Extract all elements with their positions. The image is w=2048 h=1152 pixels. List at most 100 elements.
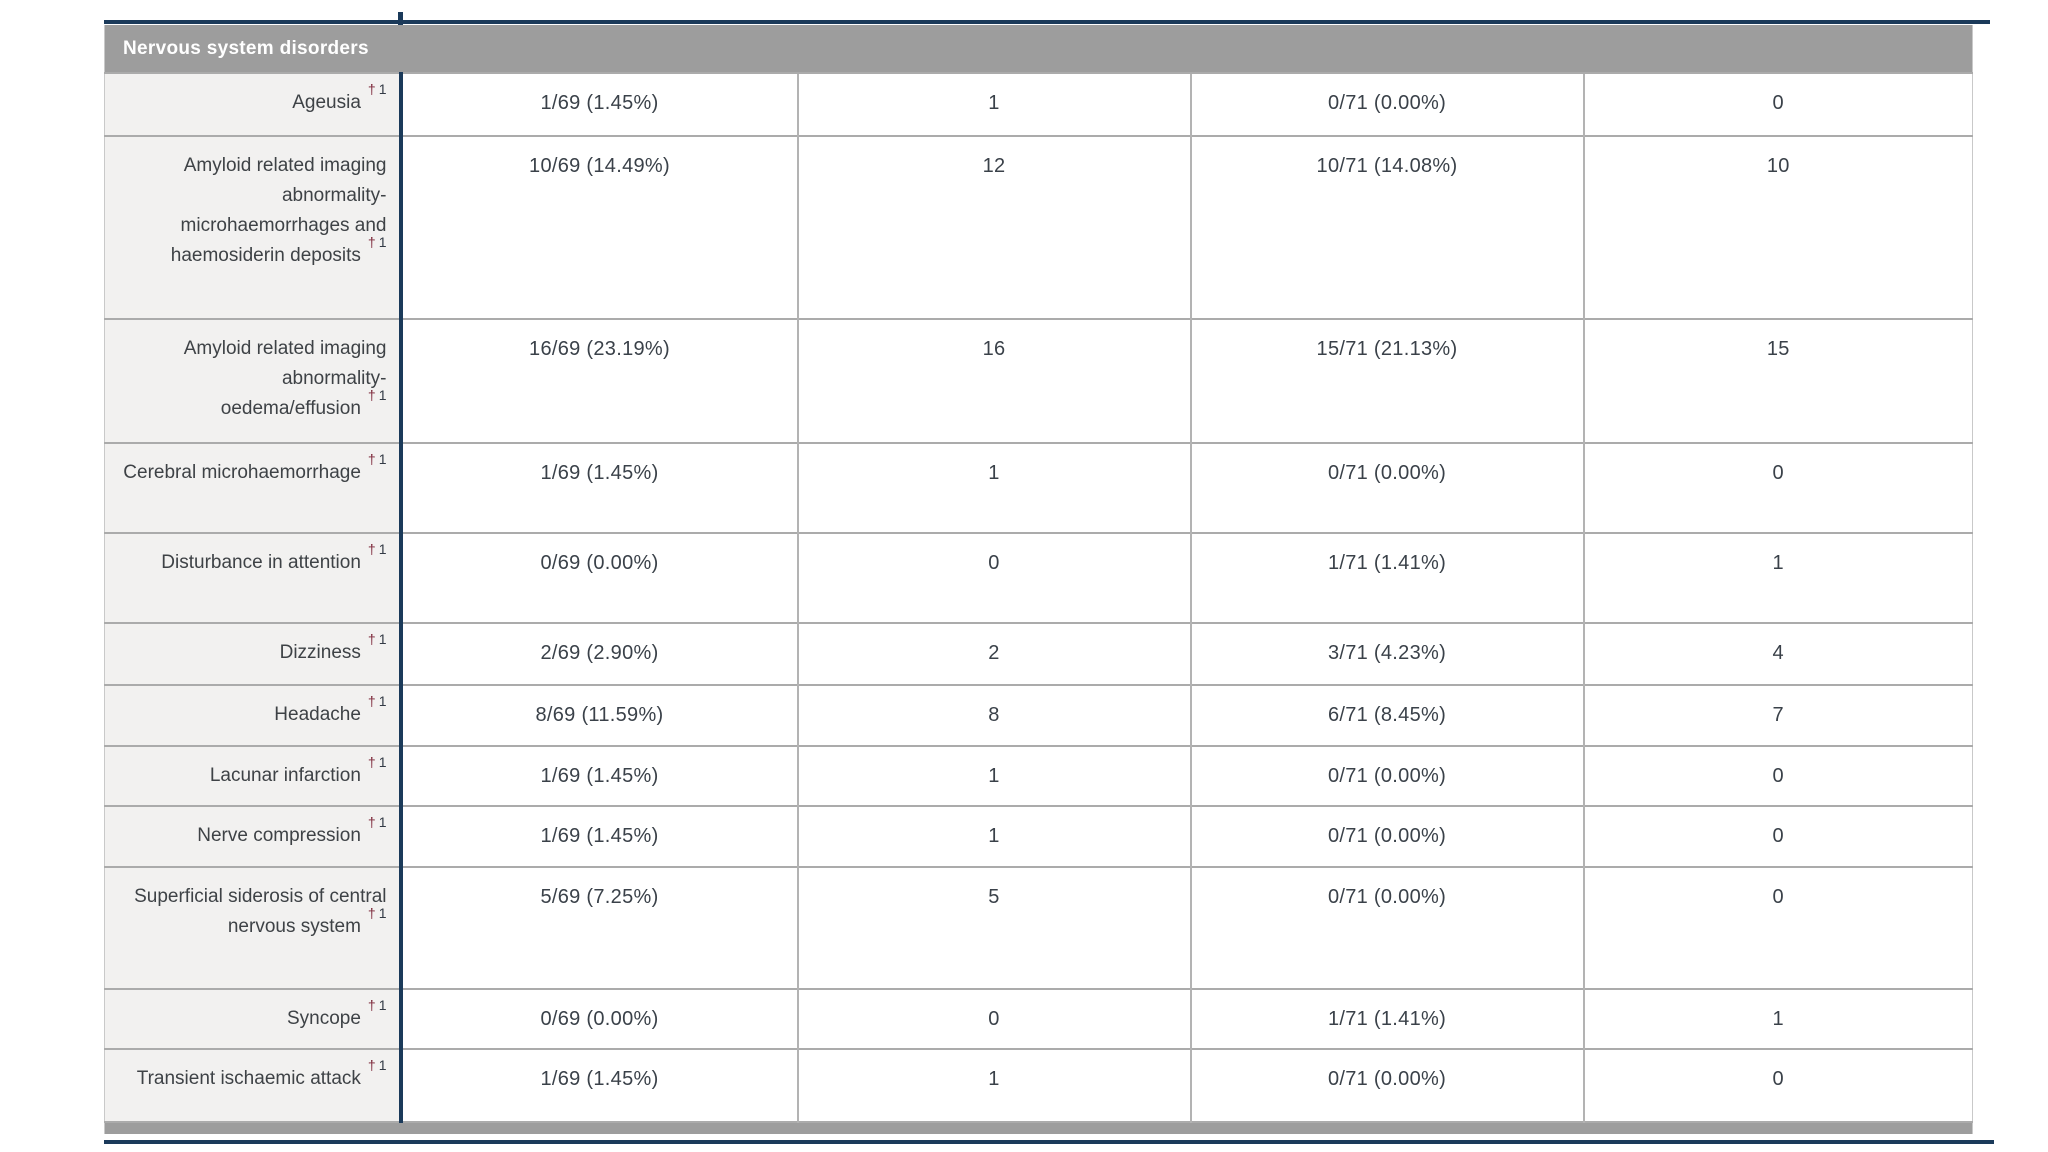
value-cell: 0/71 (0.00%): [1189, 1048, 1584, 1122]
next-section-header-sliver: [104, 1121, 1973, 1134]
row-label: Amyloid related imaging abnormality-micr…: [170, 155, 387, 266]
table-row: Lacunar infarction † 1 1/69 (1.45%) 1 0/71…: [104, 745, 1973, 806]
value-cell: 0/69 (0.00%): [400, 988, 798, 1049]
value-cell: 16/69 (23.19%): [400, 318, 798, 443]
footnote-number: 1: [378, 813, 387, 830]
row-label-cell: Cerebral microhaemorrhage † 1: [104, 442, 403, 533]
value-cell: 1/69 (1.45%): [400, 442, 798, 533]
table-row: Ageusia† 1 1/69 (1.45%) 1 0/71 (0.00%) 0: [104, 72, 1973, 136]
footnote-marker: † 1: [368, 541, 387, 557]
column-divider-tick: [398, 12, 403, 29]
footnote-number: 1: [378, 692, 387, 709]
table-row: Nerve compression† 1 1/69 (1.45%) 1 0/71 …: [104, 805, 1973, 867]
value-cell: 0: [1582, 805, 1973, 867]
footnote-number: 1: [378, 540, 387, 557]
dagger-icon: †: [367, 904, 376, 921]
row-label: Dizziness: [279, 642, 361, 663]
row-label-cell: Nerve compression † 1: [104, 805, 403, 867]
value-cell: 1: [1582, 988, 1973, 1049]
row-label-cell: Ageusia † 1: [104, 72, 403, 136]
value-cell: 1: [796, 1048, 1191, 1122]
value-cell: 1/71 (1.41%): [1189, 532, 1584, 623]
value-cell: 1: [796, 805, 1191, 867]
value-cell: 8: [796, 684, 1191, 746]
section-title: Nervous system disorders: [104, 25, 1973, 73]
footnote-marker: † 1: [368, 1057, 387, 1073]
value-cell: 0/71 (0.00%): [1189, 442, 1584, 533]
row-label-cell: Headache † 1: [104, 684, 403, 746]
table-row: Amyloid related imaging abnormality-oede…: [104, 318, 1973, 443]
value-cell: 1: [796, 72, 1191, 136]
dagger-icon: †: [367, 540, 376, 557]
footnote-marker: † 1: [368, 997, 387, 1013]
value-cell: 0/71 (0.00%): [1189, 745, 1584, 806]
table-row: Syncope† 1 0/69 (0.00%) 0 1/71 (1.41%) 1: [104, 988, 1973, 1049]
dagger-icon: †: [367, 1056, 376, 1073]
dagger-icon: †: [367, 450, 376, 467]
row-label: Superficial siderosis of central nervous…: [134, 886, 387, 937]
row-label: Lacunar infarction: [209, 765, 361, 786]
footnote-marker: † 1: [368, 693, 387, 709]
table-row: Cerebral microhaemorrhage † 1 1/69 (1.45%)…: [104, 442, 1973, 533]
footnote-marker: † 1: [368, 905, 387, 921]
value-cell: 0/71 (0.00%): [1189, 72, 1584, 136]
dagger-icon: †: [367, 233, 376, 250]
footnote-marker: † 1: [368, 754, 387, 770]
value-cell: 4: [1582, 622, 1973, 685]
footnote-number: 1: [378, 233, 387, 250]
table-row: Superficial siderosis of central nervous…: [104, 866, 1973, 989]
section-header-row: Nervous system disorders: [104, 25, 1973, 73]
row-label: Disturbance in attention: [161, 552, 361, 573]
row-label-cell: Syncope † 1: [104, 988, 403, 1049]
value-cell: 0/71 (0.00%): [1189, 866, 1584, 989]
dagger-icon: †: [367, 80, 376, 97]
row-label: Cerebral microhaemorrhage: [123, 462, 361, 483]
value-cell: 7: [1582, 684, 1973, 746]
footnote-marker: † 1: [368, 81, 387, 97]
value-cell: 10/71 (14.08%): [1189, 135, 1584, 319]
row-label-cell: Superficial siderosis of central nervous…: [104, 866, 403, 989]
value-cell: 1: [796, 745, 1191, 806]
value-cell: 1: [796, 442, 1191, 533]
value-cell: 1/69 (1.45%): [400, 1048, 798, 1122]
value-cell: 0: [1582, 72, 1973, 136]
footnote-number: 1: [378, 80, 387, 97]
value-cell: 15/71 (21.13%): [1189, 318, 1584, 443]
value-cell: 0: [1582, 866, 1973, 989]
footnote-number: 1: [378, 1056, 387, 1073]
table-row: Transient ischaemic attack† 1 1/69 (1.45%…: [104, 1048, 1973, 1122]
value-cell: 0: [796, 988, 1191, 1049]
value-cell: 12: [796, 135, 1191, 319]
value-cell: 5: [796, 866, 1191, 989]
row-label-cell: Transient ischaemic attack † 1: [104, 1048, 403, 1122]
table-bottom-border: [104, 1140, 1994, 1144]
footnote-number: 1: [378, 386, 387, 403]
footnote-marker: † 1: [368, 631, 387, 647]
value-cell: 10: [1582, 135, 1973, 319]
value-cell: 1/69 (1.45%): [400, 805, 798, 867]
value-cell: 6/71 (8.45%): [1189, 684, 1584, 746]
value-cell: 1/69 (1.45%): [400, 745, 798, 806]
value-cell: 1: [1582, 532, 1973, 623]
row-label-cell: Amyloid related imaging abnormality-oede…: [104, 318, 403, 443]
row-label: Syncope: [286, 1008, 361, 1029]
table-row: Disturbance in attention† 1 0/69 (0.00%) …: [104, 532, 1973, 623]
dagger-icon: †: [367, 813, 376, 830]
value-cell: 3/71 (4.23%): [1189, 622, 1584, 685]
table-top-border: [104, 20, 1990, 24]
row-label-cell: Amyloid related imaging abnormality-micr…: [104, 135, 403, 319]
value-cell: 8/69 (11.59%): [400, 684, 798, 746]
dagger-icon: †: [367, 996, 376, 1013]
footnote-marker: † 1: [368, 387, 387, 403]
footnote-number: 1: [378, 753, 387, 770]
value-cell: 0: [1582, 442, 1973, 533]
dagger-icon: †: [367, 630, 376, 647]
row-label-cell: Dizziness † 1: [104, 622, 403, 685]
footnote-number: 1: [378, 630, 387, 647]
footnote-marker: † 1: [368, 234, 387, 250]
value-cell: 0: [1582, 745, 1973, 806]
row-label-cell: Lacunar infarction † 1: [104, 745, 403, 806]
value-cell: 10/69 (14.49%): [400, 135, 798, 319]
next-section-row: [104, 1121, 1973, 1134]
value-cell: 16: [796, 318, 1191, 443]
